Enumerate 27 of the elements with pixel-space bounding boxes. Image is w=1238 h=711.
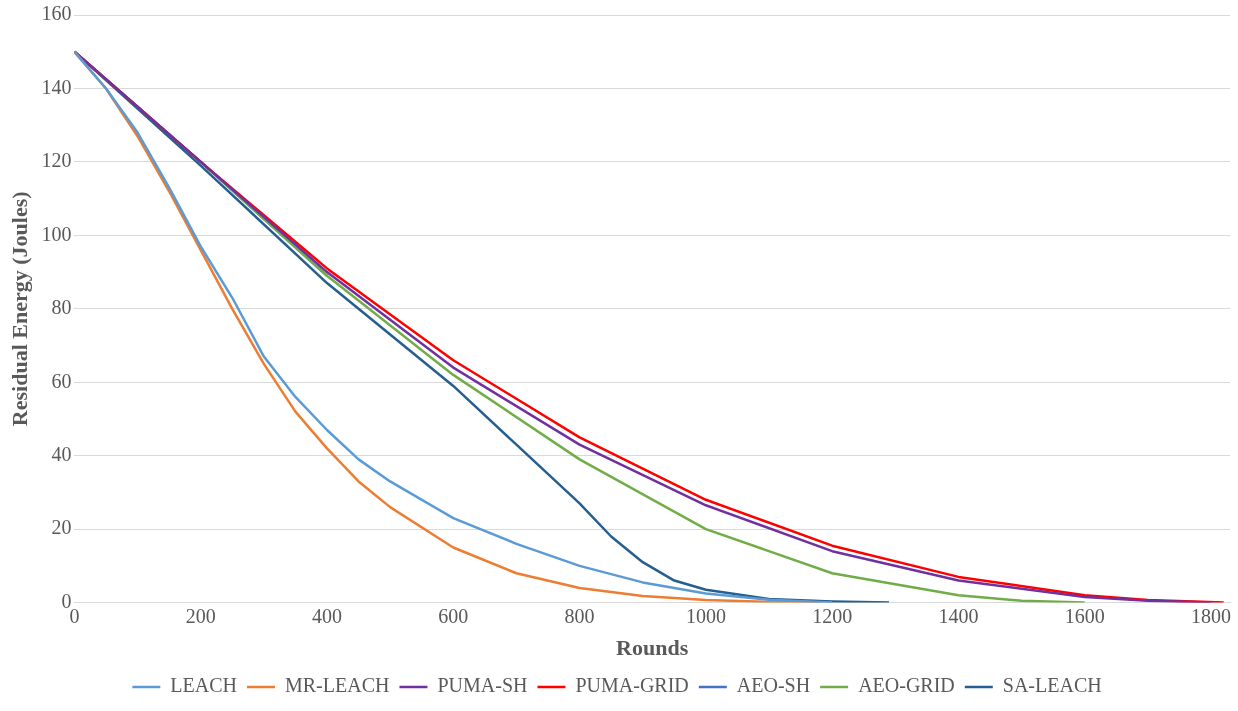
x-tick-label: 200 xyxy=(185,604,216,627)
y-axis-title: Residual Energy (Joules) xyxy=(6,191,32,427)
x-tick-label: 1200 xyxy=(812,604,853,627)
y-tick-label: 140 xyxy=(41,75,72,98)
legend-label: AEO-SH xyxy=(736,674,811,697)
legend-label: PUMA-SH xyxy=(437,674,528,697)
x-axis-title: Rounds xyxy=(616,635,689,661)
x-tick-label: 1800 xyxy=(1191,604,1232,627)
y-tick-label: 120 xyxy=(41,149,72,172)
y-tick-label: 60 xyxy=(51,369,72,392)
y-tick-label: 0 xyxy=(61,589,72,612)
legend-label: SA-LEACH xyxy=(1002,674,1102,697)
y-tick-label: 80 xyxy=(51,296,72,319)
x-tick-label: 1000 xyxy=(685,604,726,627)
y-tick-label: 20 xyxy=(51,516,72,539)
x-tick-label: 600 xyxy=(438,604,469,627)
legend-label: AEO-GRID xyxy=(858,674,955,697)
y-tick-label: 160 xyxy=(41,2,72,25)
y-tick-label: 40 xyxy=(51,442,72,465)
legend-label: MR-LEACH xyxy=(285,674,390,697)
legend-label: LEACH xyxy=(170,674,238,697)
y-tick-label: 100 xyxy=(41,222,72,245)
x-tick-label: 400 xyxy=(311,604,342,627)
x-tick-label: 1400 xyxy=(938,604,979,627)
legend-label: PUMA-GRID xyxy=(575,674,689,697)
x-tick-label: 800 xyxy=(564,604,595,627)
x-tick-label: 1600 xyxy=(1064,604,1105,627)
